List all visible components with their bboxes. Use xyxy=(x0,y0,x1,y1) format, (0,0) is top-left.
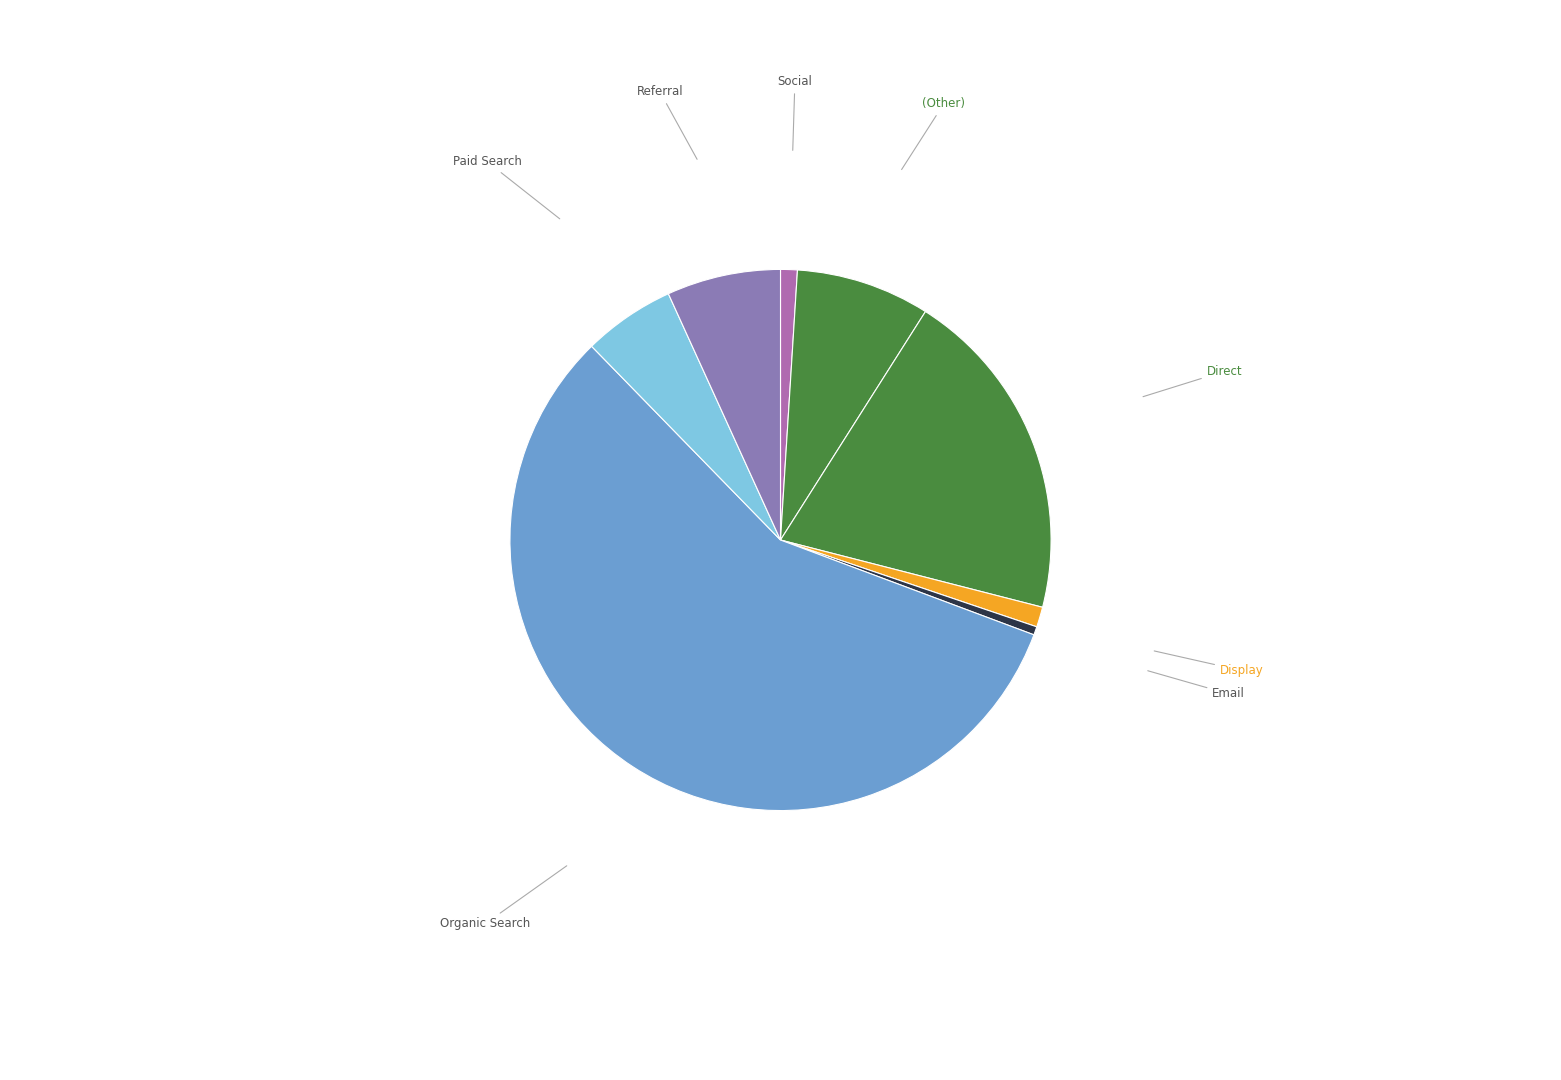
Wedge shape xyxy=(668,269,780,540)
Text: Paid Search: Paid Search xyxy=(453,156,560,219)
Wedge shape xyxy=(780,270,926,540)
Text: Organic Search: Organic Search xyxy=(440,866,567,931)
Text: Social: Social xyxy=(777,76,812,150)
Text: Referral: Referral xyxy=(637,85,698,159)
Wedge shape xyxy=(510,347,1033,811)
Wedge shape xyxy=(780,540,1037,635)
Wedge shape xyxy=(780,269,798,540)
Text: Direct: Direct xyxy=(1143,365,1243,396)
Text: Email: Email xyxy=(1147,671,1246,701)
Wedge shape xyxy=(780,311,1051,607)
Wedge shape xyxy=(780,540,1043,626)
Wedge shape xyxy=(592,294,780,540)
Text: (Other): (Other) xyxy=(902,97,965,170)
Text: Display: Display xyxy=(1154,651,1264,677)
